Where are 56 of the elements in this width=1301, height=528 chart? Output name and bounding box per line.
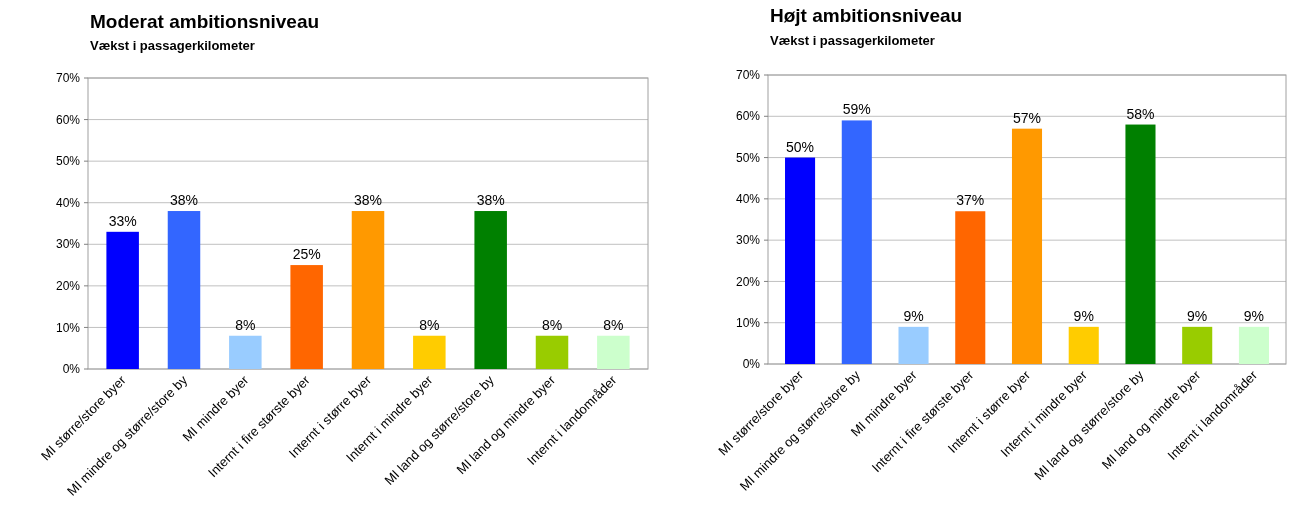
data-label: 38% [353,192,383,209]
chart-title: Højt ambitionsniveau [770,5,963,26]
data-label: 9% [1073,307,1094,324]
y-tick-label: 10% [735,315,761,330]
data-label: 8% [419,316,440,333]
bar [229,335,262,369]
data-label: 58% [1126,105,1155,122]
data-label: 37% [956,192,985,209]
data-label: 25% [292,246,321,263]
bar [785,157,816,364]
bar [898,326,929,364]
bar [167,211,201,369]
data-label: 9% [1243,307,1265,324]
data-label: 38% [169,192,199,209]
bar [535,335,569,369]
data-label: 8% [603,316,624,333]
y-tick-label: 30% [735,233,761,248]
y-tick-label: 60% [735,109,761,124]
y-tick-label: 40% [55,195,81,210]
y-tick-label: 70% [55,71,81,86]
y-tick-label: 20% [55,279,81,294]
data-label: 8% [235,316,256,333]
chart-subtitle: Vækst i passagerkilometer [770,33,935,48]
chart-subtitle: Vækst i passagerkilometer [90,38,255,53]
bar [841,120,872,364]
data-label: 9% [903,307,924,324]
y-tick-label: 50% [55,154,81,169]
data-label: 57% [1012,109,1042,126]
bar [351,211,385,369]
y-tick-label: 50% [735,150,761,165]
bar [1068,326,1099,364]
bar [955,211,986,364]
bar [1125,124,1156,364]
data-label: 59% [842,101,871,118]
data-label: 9% [1187,307,1208,324]
data-label: 8% [541,316,563,333]
data-label: 38% [476,192,505,209]
y-tick-label: 0% [62,362,81,377]
y-tick-label: 40% [735,192,761,207]
y-tick-label: 30% [55,237,81,252]
chart-title: Moderat ambitionsniveau [90,11,320,32]
data-label: 33% [108,212,137,229]
bar [597,335,630,369]
bar [1238,326,1269,364]
bar [1011,128,1043,364]
y-tick-label: 0% [742,357,761,372]
y-tick-label: 70% [735,68,761,83]
bar [413,335,446,369]
y-tick-label: 20% [735,274,761,289]
bar [474,211,507,369]
bar [106,231,139,369]
bar [1182,326,1213,364]
bar [290,265,323,369]
data-label: 50% [786,138,815,155]
y-tick-label: 10% [55,320,81,335]
y-tick-label: 60% [55,112,81,127]
